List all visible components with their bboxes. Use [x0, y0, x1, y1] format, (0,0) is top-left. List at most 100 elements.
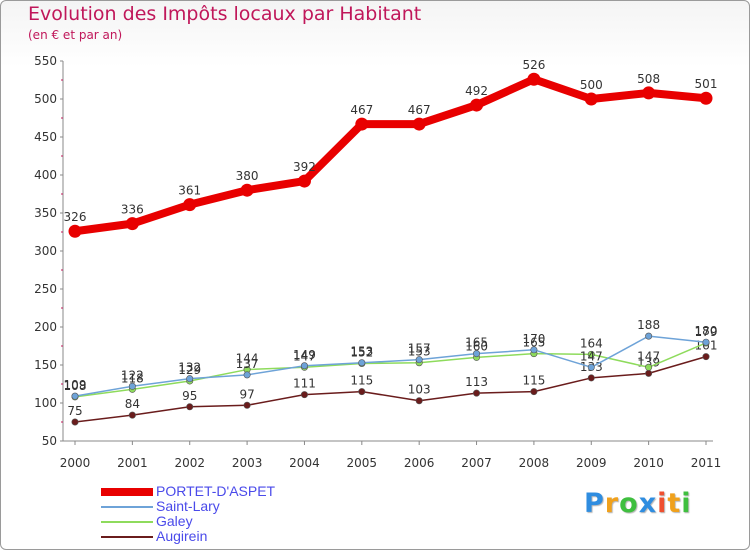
data-point [359, 360, 365, 366]
chart-legend: PORTET-D'ASPET Saint-Lary Galey Augirein [101, 485, 321, 545]
logo-letter: P [584, 488, 605, 519]
data-point [645, 333, 651, 339]
y-tick-label: 450 [34, 130, 57, 144]
series-line [75, 79, 706, 231]
x-tick-label: 2006 [404, 456, 435, 470]
data-label: 103 [408, 383, 431, 397]
data-label: 501 [695, 77, 718, 91]
data-label: 164 [580, 336, 603, 350]
legend-swatch [101, 500, 153, 514]
x-tick-label: 2001 [117, 456, 148, 470]
data-point [72, 419, 78, 425]
data-label: 165 [465, 336, 488, 350]
x-tick-label: 2005 [347, 456, 378, 470]
data-label: 149 [293, 348, 316, 362]
data-point [588, 375, 594, 381]
data-label: 336 [121, 203, 144, 217]
data-label: 500 [580, 78, 603, 92]
logo-letter: t [667, 488, 681, 519]
x-tick-label: 2011 [691, 456, 722, 470]
data-point [413, 118, 426, 131]
data-label: 467 [350, 103, 373, 117]
data-label: 526 [522, 58, 545, 72]
data-point [298, 175, 311, 188]
data-point [126, 217, 139, 230]
data-point [301, 363, 307, 369]
y-tick-label: 100 [34, 396, 57, 410]
data-point [531, 347, 537, 353]
series-line [75, 336, 706, 396]
y-tick-label: 150 [34, 358, 57, 372]
data-point [72, 393, 78, 399]
data-point [703, 339, 709, 345]
data-point [585, 93, 598, 106]
x-tick-label: 2000 [60, 456, 91, 470]
logo-letter: o [619, 488, 639, 519]
data-point [642, 86, 655, 99]
data-label: 122 [121, 368, 144, 382]
data-point [244, 402, 250, 408]
data-point [244, 372, 250, 378]
data-point [187, 375, 193, 381]
data-point [527, 73, 540, 86]
data-label: 132 [178, 361, 201, 375]
data-label: 170 [522, 332, 545, 346]
data-label: 147 [580, 349, 603, 363]
data-label: 75 [67, 404, 82, 418]
y-tick-label: 400 [34, 168, 57, 182]
data-point [588, 364, 594, 370]
data-point [700, 92, 713, 105]
data-label: 97 [239, 387, 254, 401]
data-label: 84 [125, 397, 140, 411]
data-label: 157 [408, 342, 431, 356]
y-tick-label: 300 [34, 244, 57, 258]
x-tick-label: 2003 [232, 456, 263, 470]
logo-letter: i [681, 488, 691, 519]
legend-item: Saint-Lary [101, 500, 321, 515]
y-tick-label: 350 [34, 206, 57, 220]
x-tick-label: 2008 [519, 456, 550, 470]
x-tick-label: 2010 [633, 456, 664, 470]
logo-letter: r [605, 488, 619, 519]
data-point [531, 388, 537, 394]
x-tick-label: 2002 [174, 456, 205, 470]
data-label: 111 [293, 377, 316, 391]
data-point [241, 184, 254, 197]
data-label: 115 [522, 374, 545, 388]
proxiti-logo: Proxiti [584, 488, 692, 519]
legend-swatch [101, 515, 153, 529]
x-tick-label: 2004 [289, 456, 320, 470]
data-label: 113 [465, 375, 488, 389]
data-point [301, 391, 307, 397]
series-line [75, 343, 706, 397]
data-label: 492 [465, 84, 488, 98]
series-line [75, 357, 706, 422]
data-point [473, 390, 479, 396]
legend-label: Saint-Lary [156, 498, 220, 514]
y-tick-label: 550 [34, 54, 57, 68]
data-label: 95 [182, 389, 197, 403]
data-label: 115 [350, 374, 373, 388]
legend-swatch [101, 485, 153, 499]
logo-letter: i [657, 488, 667, 519]
data-label: 508 [637, 72, 660, 86]
legend-label: Galey [156, 513, 193, 529]
chart-frame: Evolution des Impôts locaux par Habitant… [0, 0, 750, 550]
y-tick-label: 250 [34, 282, 57, 296]
data-label: 326 [64, 210, 87, 224]
y-tick-label: 50 [42, 434, 57, 448]
data-label: 137 [236, 357, 259, 371]
data-label: 380 [236, 169, 259, 183]
data-point [645, 370, 651, 376]
data-label: 392 [293, 160, 316, 174]
data-point [359, 388, 365, 394]
legend-label: Augirein [156, 528, 207, 544]
data-point [129, 383, 135, 389]
data-point [416, 398, 422, 404]
data-label: 361 [178, 184, 201, 198]
x-tick-label: 2007 [461, 456, 492, 470]
data-point [129, 412, 135, 418]
data-point [645, 364, 651, 370]
data-point [470, 99, 483, 112]
